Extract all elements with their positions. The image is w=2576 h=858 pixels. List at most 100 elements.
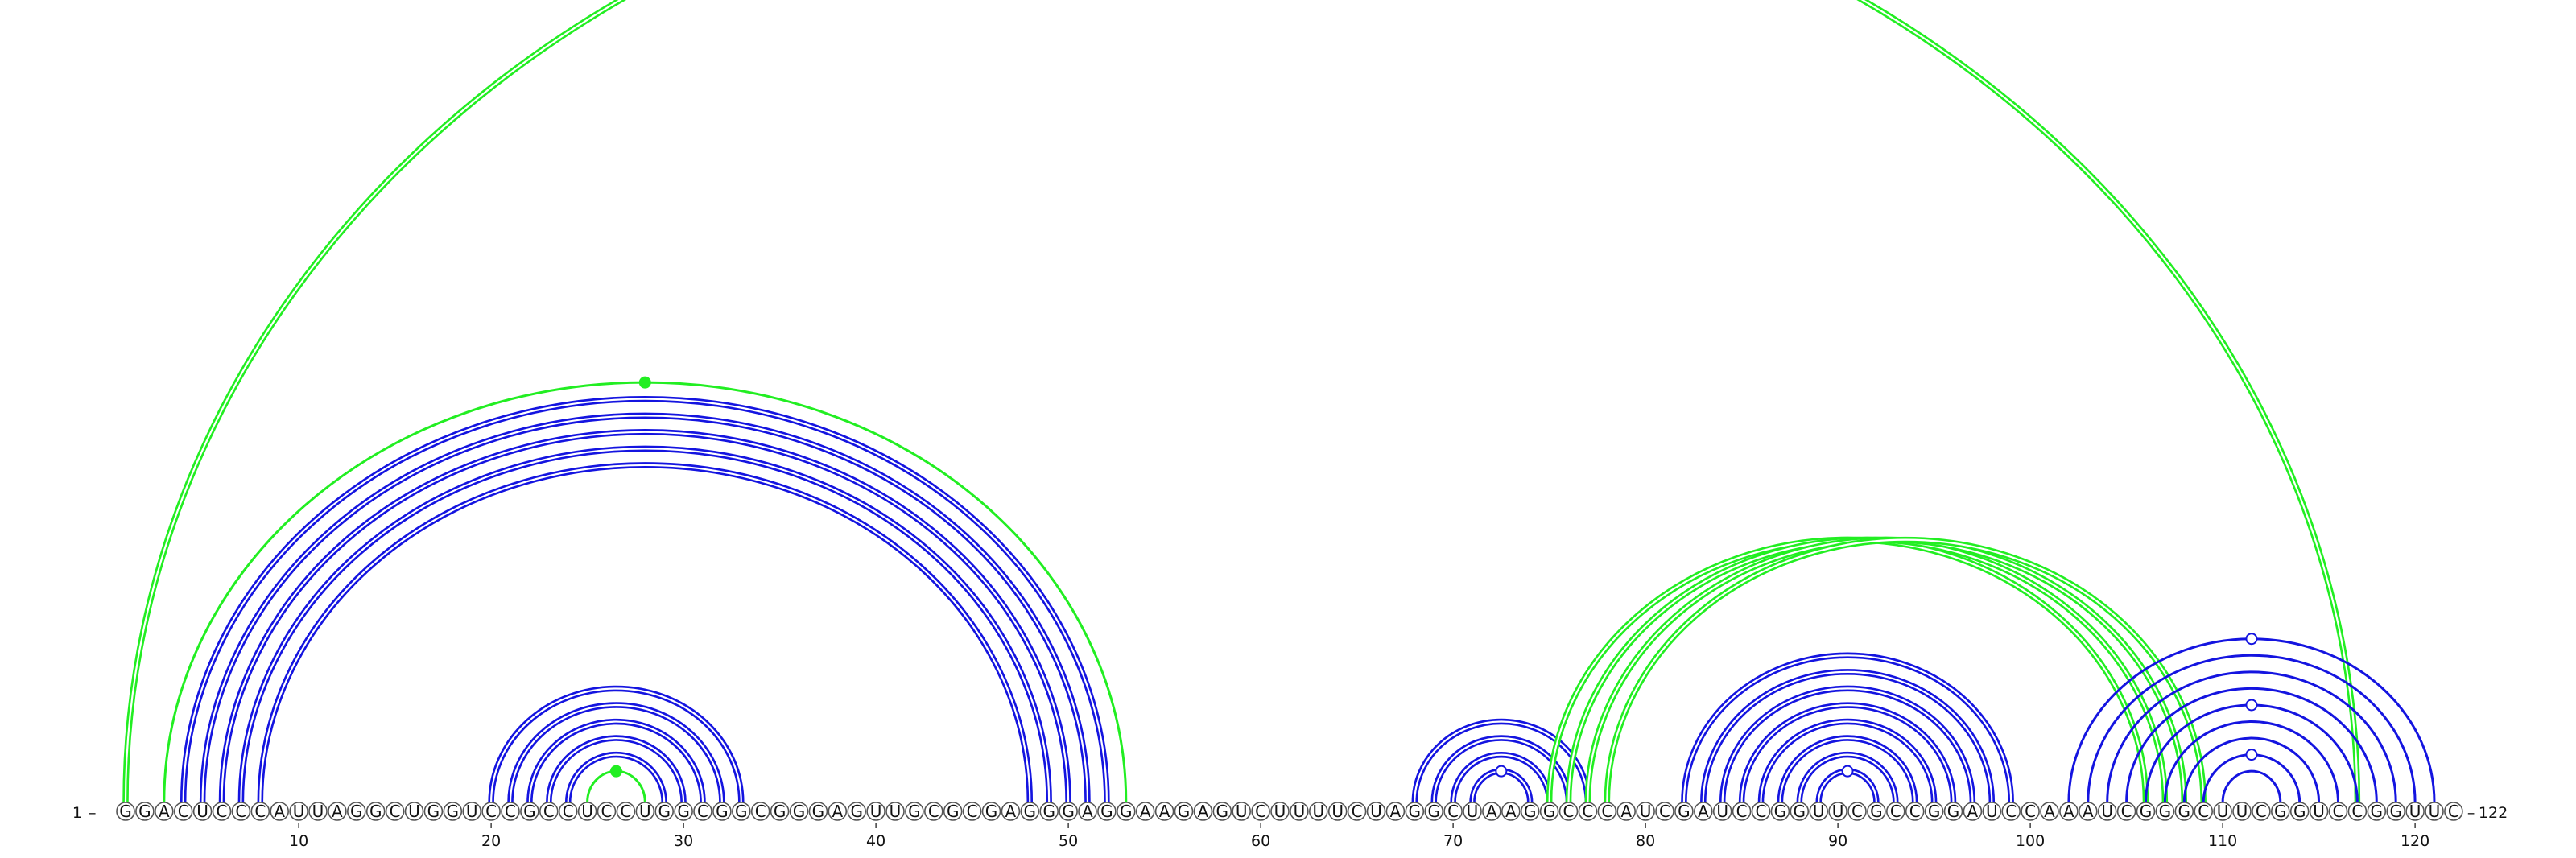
- base-pair-arc-4-52-inner: [182, 398, 1108, 803]
- nucleotide-letter: G: [1543, 802, 1556, 821]
- base-pair-arc-3-53: [163, 381, 1128, 803]
- nucleotide-letter: C: [2448, 802, 2459, 821]
- nucleotide-circle: [1443, 802, 1463, 821]
- nucleotide-letter: G: [1216, 802, 1229, 821]
- nucleotide-circle: [1078, 802, 1097, 821]
- nucleotide-circle: [1424, 802, 1443, 821]
- nucleotide-circle: [1347, 802, 1367, 821]
- nucleotide-letter: U: [639, 802, 651, 821]
- nucleotide-circle: [1482, 802, 1501, 821]
- nucleotide-letter: A: [1082, 802, 1093, 821]
- nucleotide-letter: C: [485, 802, 497, 821]
- nucleotide-letter: C: [563, 802, 574, 821]
- nucleotide-circle: [270, 802, 290, 821]
- nucleotide-circle: [1867, 802, 1886, 821]
- nucleotide-letter: G: [2389, 802, 2402, 821]
- nucleotide-letter: G: [369, 802, 382, 821]
- position-tick-label: 60: [1251, 832, 1270, 850]
- nucleotide-circle: [1847, 802, 1867, 821]
- base-pair-arc-7-49-inner: [240, 448, 1051, 803]
- nucleotide-circle: [1059, 802, 1078, 821]
- nucleotide-circle: [1732, 802, 1752, 821]
- arc-marker-25-28: [609, 765, 622, 778]
- nucleotide-letter: G: [1524, 802, 1537, 821]
- nucleotide-letter: U: [2236, 802, 2248, 821]
- nucleotide-circle: [1943, 802, 1963, 821]
- nucleotide-letter: U: [293, 802, 305, 821]
- nucleotide-letter: C: [1890, 802, 1901, 821]
- nucleotide-letter: C: [2025, 802, 2036, 821]
- nucleotide-letter: C: [1601, 802, 1612, 821]
- nucleotide-circle: [1539, 802, 1559, 821]
- nucleotide-letter: A: [832, 802, 843, 821]
- nucleotide-letter: G: [1678, 802, 1690, 821]
- position-tick-label: 40: [866, 832, 886, 850]
- base-pair-arc-104-119: [2106, 670, 2397, 803]
- nucleotide-circle: [2213, 802, 2232, 821]
- nucleotide-circle: [1001, 802, 1021, 821]
- nucleotide-circle: [924, 802, 943, 821]
- nucleotide-circle: [1751, 802, 1771, 821]
- nucleotide-circle: [2232, 802, 2252, 821]
- base-pair-arc-1-117: [122, 0, 2361, 803]
- nucleotide-letter: A: [1967, 802, 1979, 821]
- nucleotide-letter: G: [2293, 802, 2306, 821]
- nucleotide-letter: A: [2044, 802, 2055, 821]
- base-pair-arc-82-99: [1681, 652, 2014, 803]
- nucleotide-letter: A: [1159, 802, 1170, 821]
- nucleotide-circle: [2174, 802, 2194, 821]
- base-pair-arc-24-29: [564, 751, 667, 803]
- base-pair-arc-107-116: [2163, 720, 2339, 803]
- nucleotide-circle: [1905, 802, 1925, 821]
- nucleotide-circle: [1039, 802, 1059, 821]
- nucleotide-circle: [2347, 802, 2368, 821]
- nucleotide-circle: [462, 802, 482, 821]
- nucleotide-circle: [2136, 802, 2156, 821]
- nucleotide-letter: C: [2121, 802, 2132, 821]
- base-pair-arc-78-109-inner: [1606, 538, 2205, 803]
- nucleotide-letter: G: [1928, 802, 1941, 821]
- end-position-label: 122: [2479, 804, 2508, 822]
- nucleotide-circle: [750, 802, 770, 821]
- nucleotide-circle: [905, 802, 924, 821]
- nucleotide-circle: [2425, 802, 2444, 821]
- nucleotide-circle: [289, 802, 308, 821]
- base-pair-arc-8-48-inner: [259, 464, 1031, 803]
- nucleotide-circle: [2079, 802, 2098, 821]
- nucleotide-circle: [1674, 802, 1694, 821]
- base-pair-arc-110-113: [2221, 769, 2282, 803]
- nucleotide-circle: [886, 802, 905, 821]
- nucleotide-letter: C: [2351, 802, 2363, 821]
- nucleotide-letter: G: [658, 802, 671, 821]
- nucleotide-letter: C: [1563, 802, 1575, 821]
- nucleotide-letter: U: [1813, 802, 1825, 821]
- nucleotide-circle: [1232, 802, 1251, 821]
- nucleotide-letter: U: [2429, 802, 2441, 821]
- nucleotide-circle: [1616, 802, 1636, 821]
- nucleotide-circle: [250, 802, 270, 821]
- position-tick-label: 20: [481, 832, 501, 850]
- nucleotide-circle: [693, 802, 712, 821]
- nucleotide-letter: C: [697, 802, 708, 821]
- base-pair-arc-88-93-inner: [1798, 753, 1897, 803]
- nucleotide-letter: C: [601, 802, 613, 821]
- nucleotide-circle: [1501, 802, 1521, 821]
- nucleotide-circle: [481, 802, 501, 821]
- nucleotide-letter: C: [1756, 802, 1767, 821]
- nucleotide-letter: C: [967, 802, 978, 821]
- nucleotide-letter: C: [178, 802, 189, 821]
- nucleotide-circle: [1636, 802, 1655, 821]
- start-dash: –: [89, 804, 97, 822]
- position-tick-label: 50: [1059, 832, 1078, 850]
- nucleotide-letter: G: [812, 802, 825, 821]
- base-pair-arc-20-33-inner: [490, 687, 742, 803]
- nucleotide-circle: [770, 802, 790, 821]
- base-pair-arc-86-95: [1757, 718, 1938, 803]
- nucleotide-letter: C: [1852, 802, 1863, 821]
- nucleotide-letter: U: [2217, 802, 2229, 821]
- base-pair-arc-82-99-inner: [1682, 654, 2013, 803]
- nucleotide-circle: [731, 802, 751, 821]
- nucleotide-letter: G: [427, 802, 440, 821]
- base-pair-arc-6-50-inner: [221, 431, 1070, 803]
- nucleotide-letter: G: [908, 802, 921, 821]
